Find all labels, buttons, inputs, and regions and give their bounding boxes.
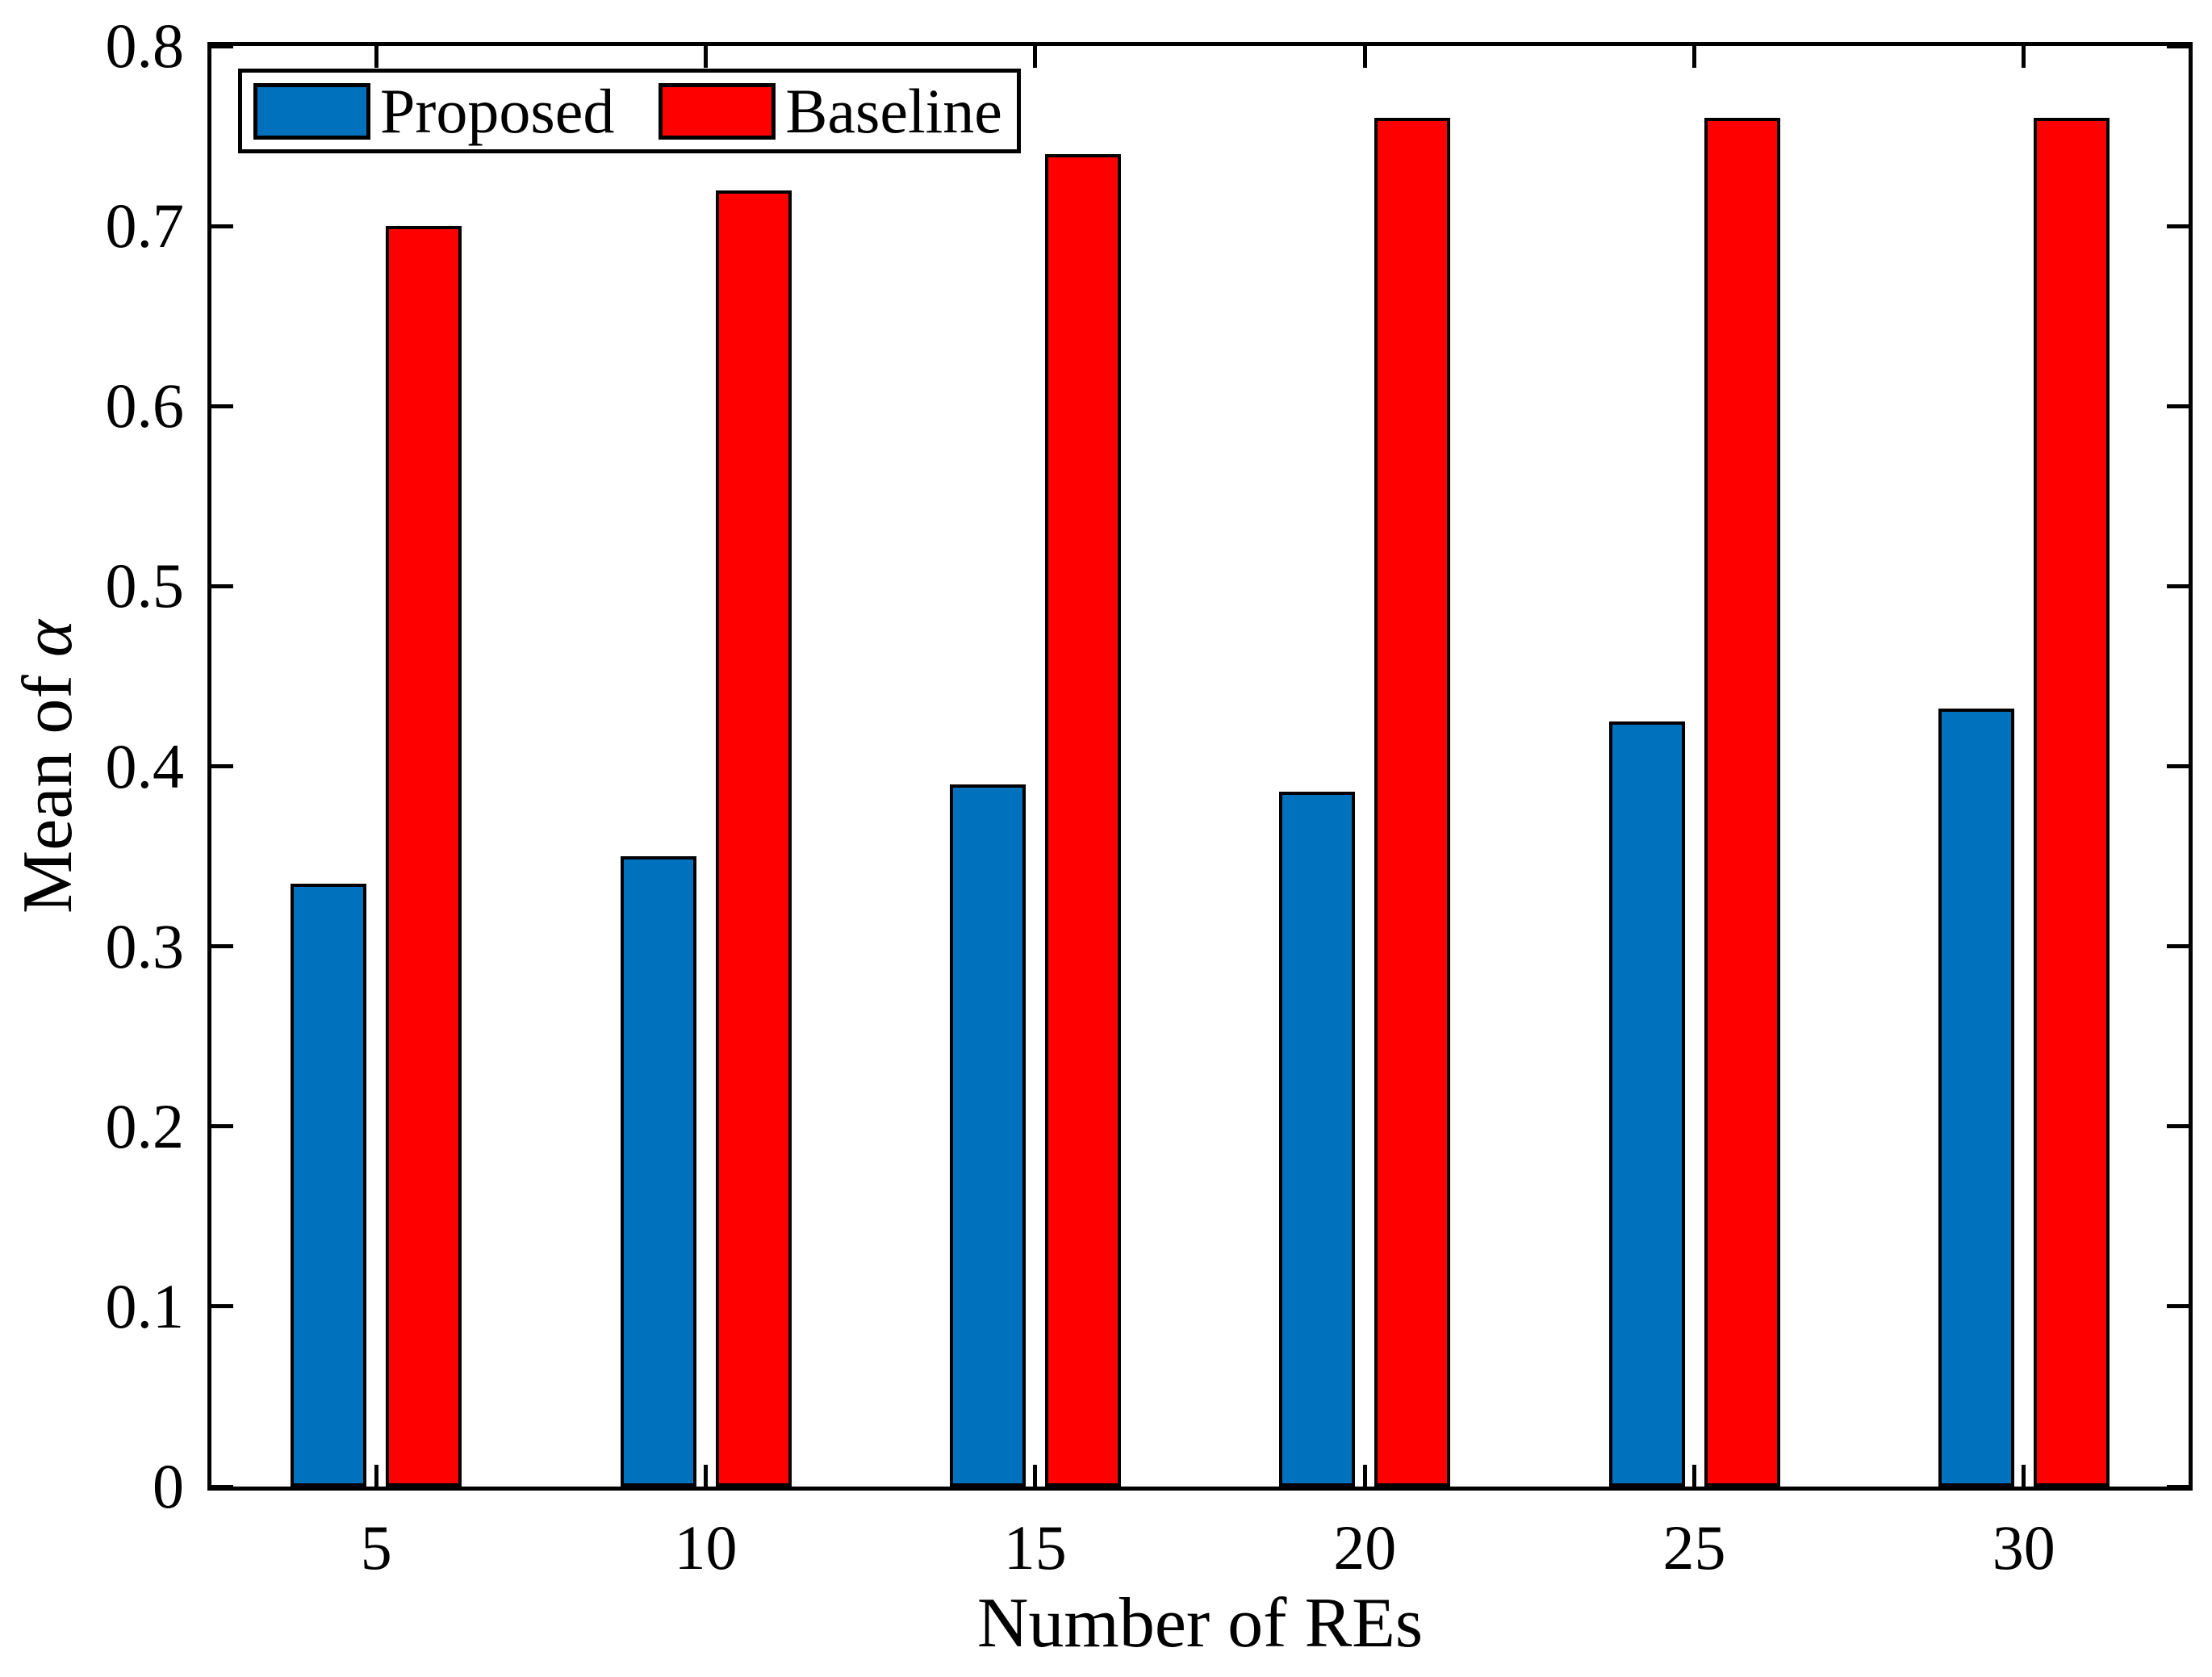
x-tick-top (704, 46, 708, 68)
bar-proposed-20 (1279, 791, 1356, 1487)
y-tick-label: 0 (153, 1451, 184, 1521)
y-tick (211, 1484, 233, 1489)
x-axis-label: Number of REs (976, 1584, 1424, 1662)
x-tick-top (1692, 46, 1696, 68)
y-tick (211, 44, 233, 48)
y-tick (211, 1124, 233, 1129)
y-tick (211, 1304, 233, 1309)
bar-baseline-20 (1374, 118, 1451, 1487)
x-tick (1692, 1465, 1696, 1487)
x-tick (1033, 1465, 1038, 1487)
bar-proposed-5 (291, 883, 367, 1487)
x-tick-top (1033, 46, 1038, 68)
y-tick (211, 224, 233, 228)
bar-baseline-15 (1044, 153, 1121, 1487)
legend-label-baseline: Baseline (785, 75, 1002, 146)
y-tick-label: 0.4 (105, 730, 185, 801)
y-tick (211, 404, 233, 408)
x-tick-top (374, 46, 378, 68)
x-tick-top (2022, 46, 2026, 68)
y-tick-label: 0.5 (105, 550, 185, 621)
y-tick-right (2167, 944, 2189, 949)
x-tick-label: 25 (1662, 1512, 1726, 1583)
bar-proposed-30 (1938, 709, 2014, 1487)
x-tick (1362, 1465, 1367, 1487)
y-tick-label: 0.2 (105, 1090, 185, 1161)
x-tick-label: 5 (360, 1512, 392, 1583)
y-tick-right (2167, 1484, 2189, 1489)
legend-swatch-proposed (253, 82, 370, 140)
bar-baseline-10 (715, 190, 792, 1487)
legend-label-proposed: Proposed (380, 75, 615, 146)
bar-proposed-15 (949, 784, 1026, 1487)
y-tick-right (2167, 1304, 2189, 1309)
x-tick-label: 20 (1333, 1512, 1397, 1583)
plot-area (207, 42, 2193, 1491)
y-tick-right (2167, 44, 2189, 48)
y-tick-right (2167, 1124, 2189, 1129)
x-tick-label: 15 (1003, 1512, 1067, 1583)
bar-baseline-5 (386, 226, 462, 1487)
y-tick-right (2167, 583, 2189, 588)
y-tick-right (2167, 764, 2189, 768)
y-tick-label: 0.8 (105, 10, 185, 81)
bar-proposed-10 (620, 856, 696, 1487)
y-tick-label: 0.1 (105, 1270, 185, 1341)
y-tick (211, 764, 233, 768)
bar-proposed-25 (1608, 721, 1685, 1487)
x-tick-label: 10 (674, 1512, 738, 1583)
y-tick-label: 0.7 (105, 190, 185, 261)
y-tick-label: 0.3 (105, 910, 185, 981)
bar-baseline-30 (2033, 118, 2110, 1487)
x-tick (374, 1465, 378, 1487)
y-tick-right (2167, 404, 2189, 408)
x-tick (2022, 1465, 2026, 1487)
legend: Proposed Baseline (238, 69, 1021, 153)
y-tick (211, 944, 233, 949)
x-tick (704, 1465, 708, 1487)
y-tick-right (2167, 224, 2189, 228)
x-tick-label: 30 (1992, 1512, 2055, 1583)
bar-baseline-25 (1704, 118, 1780, 1487)
y-tick (211, 583, 233, 588)
legend-swatch-baseline (659, 82, 776, 140)
x-tick-top (1362, 46, 1367, 68)
alpha-symbol: α (9, 620, 87, 658)
y-tick-label: 0.6 (105, 370, 185, 441)
